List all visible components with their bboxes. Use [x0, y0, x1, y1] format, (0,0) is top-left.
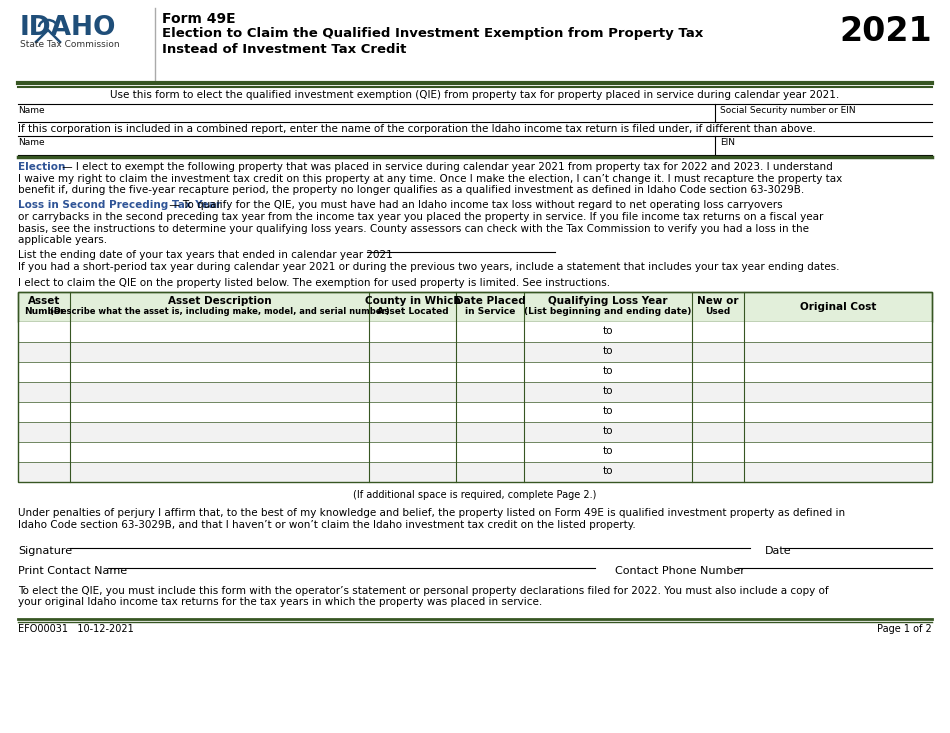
- Text: to: to: [602, 466, 614, 476]
- Text: Used: Used: [705, 306, 731, 315]
- Bar: [18, 292, 932, 322]
- Text: to: to: [602, 427, 614, 436]
- Bar: [18, 462, 932, 482]
- Text: Number: Number: [24, 306, 65, 315]
- Text: Social Security number or EIN: Social Security number or EIN: [720, 106, 856, 115]
- Text: New or: New or: [697, 295, 739, 306]
- Text: To elect the QIE, you must include this form with the operator’s statement or pe: To elect the QIE, you must include this …: [18, 586, 828, 595]
- Text: — I elect to exempt the following property that was placed in service during cal: — I elect to exempt the following proper…: [59, 162, 833, 172]
- Bar: [18, 342, 932, 361]
- Bar: [18, 402, 932, 421]
- Bar: [18, 421, 932, 441]
- Text: Date Placed: Date Placed: [455, 295, 525, 306]
- Text: Instead of Investment Tax Credit: Instead of Investment Tax Credit: [162, 43, 407, 56]
- Text: Asset: Asset: [28, 295, 60, 306]
- Text: Form 49E: Form 49E: [162, 12, 236, 26]
- Text: basis, see the instructions to determine your qualifying loss years. County asse: basis, see the instructions to determine…: [18, 224, 809, 234]
- Text: Qualifying Loss Year: Qualifying Loss Year: [548, 295, 668, 306]
- Text: Page 1 of 2: Page 1 of 2: [877, 625, 932, 635]
- Text: State Tax Commission: State Tax Commission: [20, 40, 120, 49]
- Bar: [18, 322, 932, 342]
- Text: Name: Name: [18, 138, 45, 147]
- Text: your original Idaho income tax returns for the tax years in which the property w: your original Idaho income tax returns f…: [18, 597, 542, 607]
- Text: to: to: [602, 407, 614, 416]
- Text: Name: Name: [18, 106, 45, 115]
- Text: to: to: [602, 446, 614, 457]
- Text: IDAHO: IDAHO: [20, 15, 117, 41]
- Text: County in Which: County in Which: [365, 295, 461, 306]
- Text: Under penalties of perjury I affirm that, to the best of my knowledge and belief: Under penalties of perjury I affirm that…: [18, 509, 846, 518]
- Text: Date: Date: [765, 545, 791, 556]
- Text: to: to: [602, 347, 614, 356]
- Text: Loss in Second Preceding Tax Year: Loss in Second Preceding Tax Year: [18, 201, 221, 210]
- Text: (List beginning and ending date): (List beginning and ending date): [524, 306, 692, 315]
- Text: I elect to claim the QIE on the property listed below. The exemption for used pr: I elect to claim the QIE on the property…: [18, 278, 610, 287]
- Text: Contact Phone Number: Contact Phone Number: [615, 565, 745, 575]
- Text: I waive my right to claim the investment tax credit on this property at any time: I waive my right to claim the investment…: [18, 174, 843, 183]
- Text: (If additional space is required, complete Page 2.): (If additional space is required, comple…: [353, 490, 597, 501]
- Text: Election to Claim the Qualified Investment Exemption from Property Tax: Election to Claim the Qualified Investme…: [162, 27, 703, 40]
- Text: 2021: 2021: [840, 15, 932, 48]
- Bar: [18, 292, 932, 482]
- Text: If this corporation is included in a combined report, enter the name of the corp: If this corporation is included in a com…: [18, 124, 816, 134]
- Text: to: to: [602, 366, 614, 377]
- Text: Asset Located: Asset Located: [377, 306, 448, 315]
- Text: or carrybacks in the second preceding tax year from the income tax year you plac: or carrybacks in the second preceding ta…: [18, 212, 824, 222]
- Bar: [18, 441, 932, 462]
- Text: Signature: Signature: [18, 545, 72, 556]
- Bar: [18, 381, 932, 402]
- Text: in Service: in Service: [465, 306, 515, 315]
- Text: to: to: [602, 386, 614, 397]
- Text: Original Cost: Original Cost: [800, 301, 876, 312]
- Bar: [18, 292, 932, 322]
- Text: If you had a short-period tax year during calendar year 2021 or during the previ: If you had a short-period tax year durin…: [18, 262, 840, 272]
- Text: to: to: [602, 326, 614, 336]
- Text: (Describe what the asset is, including make, model, and serial number): (Describe what the asset is, including m…: [49, 306, 389, 315]
- Text: — To qualify for the QIE, you must have had an Idaho income tax loss without reg: — To qualify for the QIE, you must have …: [166, 201, 783, 210]
- Text: EFO00031   10-12-2021: EFO00031 10-12-2021: [18, 625, 134, 635]
- Text: List the ending date of your tax years that ended in calendar year 2021: List the ending date of your tax years t…: [18, 251, 392, 260]
- Text: Print Contact Name: Print Contact Name: [18, 565, 127, 575]
- Text: Use this form to elect the qualified investment exemption (QIE) from property ta: Use this form to elect the qualified inv…: [110, 90, 840, 100]
- Text: Asset Description: Asset Description: [168, 295, 272, 306]
- Text: Election: Election: [18, 162, 66, 172]
- Text: EIN: EIN: [720, 138, 735, 147]
- Text: applicable years.: applicable years.: [18, 235, 107, 245]
- Text: benefit if, during the five-year recapture period, the property no longer qualif: benefit if, during the five-year recaptu…: [18, 185, 805, 195]
- Text: Idaho Code section 63-3029B, and that I haven’t or won’t claim the Idaho investm: Idaho Code section 63-3029B, and that I …: [18, 520, 636, 530]
- Bar: [18, 361, 932, 381]
